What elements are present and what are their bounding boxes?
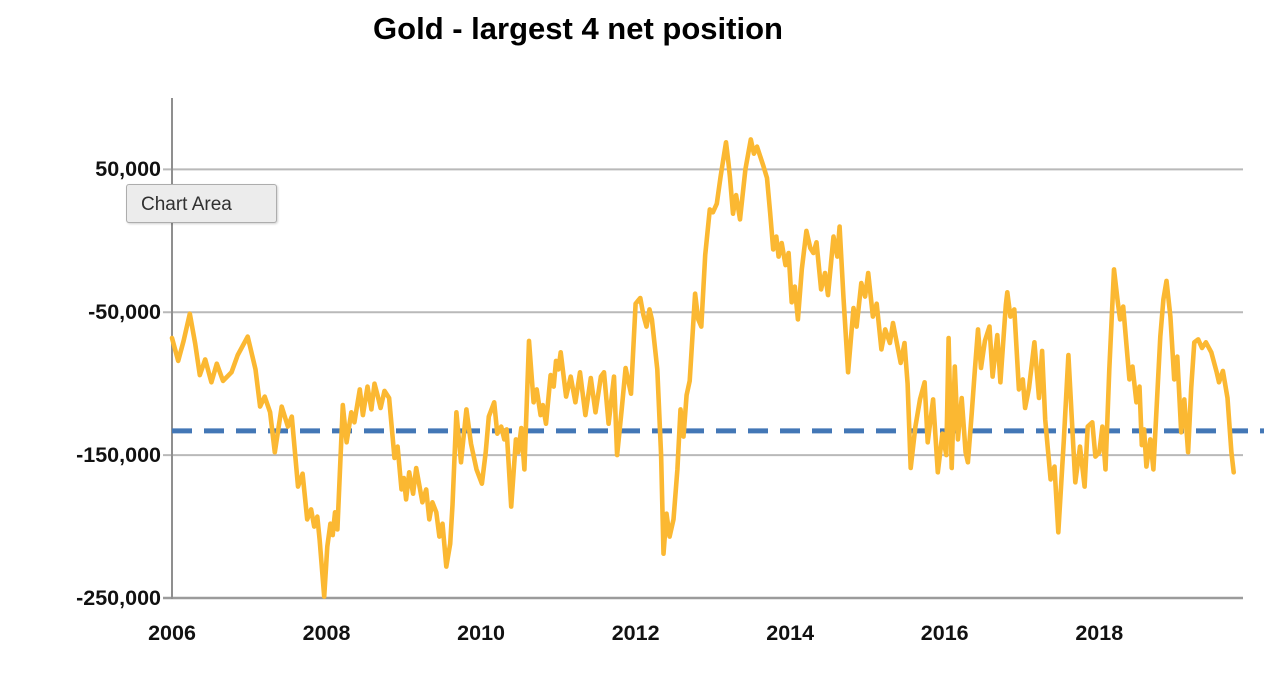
- x-axis-tick-label: 2012: [611, 621, 660, 645]
- y-axis-tick-label: -250,000: [76, 586, 161, 610]
- chart-area-tooltip-label: Chart Area: [141, 194, 232, 215]
- y-axis-tick-label: -50,000: [88, 300, 161, 325]
- x-axis-tick-label: 2006: [148, 621, 196, 645]
- x-axis-tick-label: 2010: [457, 621, 505, 645]
- y-axis-tick-label: -150,000: [76, 443, 161, 468]
- y-axis-tick-label: 50,000: [95, 157, 161, 182]
- chart-title: Gold - largest 4 net position: [373, 11, 783, 46]
- x-axis-tick-label: 2008: [302, 621, 351, 645]
- chart-area-tooltip: Chart Area: [126, 184, 277, 223]
- x-axis-tick-label: 2018: [1075, 621, 1124, 645]
- x-axis-tick-label: 2014: [766, 621, 815, 645]
- x-axis-tick-label: 2016: [920, 621, 969, 645]
- series-line-gold[interactable]: [169, 137, 1236, 599]
